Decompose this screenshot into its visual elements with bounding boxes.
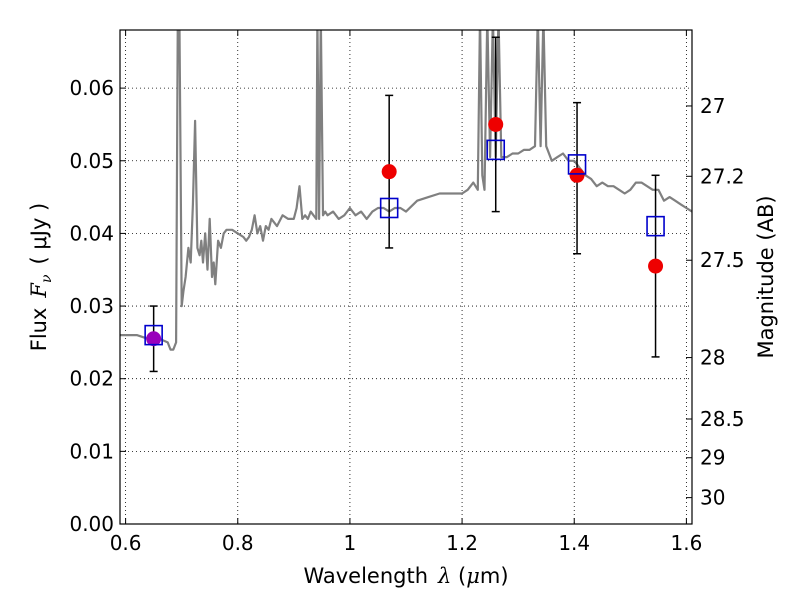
model-point xyxy=(144,324,163,346)
x-tick-label: 1.6 xyxy=(670,531,702,555)
y-tick-label: 0.03 xyxy=(69,294,114,318)
y2-tick-label: 27.5 xyxy=(700,248,745,272)
x-tick-label: 0.6 xyxy=(110,531,142,555)
y2-tick-label: 27.2 xyxy=(700,164,745,188)
observed-point xyxy=(146,331,162,347)
observed-point xyxy=(381,164,397,180)
y-tick-label: 0.05 xyxy=(69,149,114,173)
spectrum-line xyxy=(120,30,692,351)
plot-frame xyxy=(119,29,693,525)
y-tick-label: 0.04 xyxy=(69,221,114,245)
observed-point xyxy=(648,258,664,274)
x-tick-label: 1.4 xyxy=(558,531,590,555)
observed-points xyxy=(146,116,664,347)
model-point xyxy=(379,197,399,219)
x-axis-ticks: 0.6 0.8 1 1.2 1.4 1.6 xyxy=(110,30,702,555)
y2-axis-label: Magnitude (AB) xyxy=(754,195,778,358)
template-spectrum xyxy=(120,30,692,351)
grid-lines xyxy=(120,30,692,525)
y2-tick-label: 27 xyxy=(700,94,725,118)
y2-tick-label: 29 xyxy=(700,446,725,470)
x-tick-label: 1.2 xyxy=(446,531,478,555)
model-point xyxy=(567,154,587,175)
y-tick-label: 0.00 xyxy=(69,512,114,536)
model-points xyxy=(144,139,665,346)
model-point xyxy=(486,139,506,161)
y2-tick-label: 28 xyxy=(700,346,725,370)
y-tick-label: 0.02 xyxy=(69,367,114,391)
model-point xyxy=(646,215,665,237)
observed-point xyxy=(569,167,585,183)
x-tick-label: 0.8 xyxy=(222,531,254,555)
y-tick-label: 0.01 xyxy=(69,439,114,463)
error-bars xyxy=(149,36,660,373)
x-axis-label: Wavelength λ (μm) xyxy=(303,564,508,588)
y-tick-label: 0.06 xyxy=(69,76,114,100)
x-tick-label: 1 xyxy=(344,531,357,555)
y2-tick-label: 30 xyxy=(700,486,725,510)
y2-tick-label: 28.5 xyxy=(700,407,745,431)
y2-axis-ticks: 27 27.2 27.5 28 28.5 29 30 xyxy=(686,94,745,510)
y-axis-label: FluxFν( μJy ) xyxy=(27,203,55,351)
observed-point xyxy=(488,116,504,132)
y-axis-ticks: 0.00 0.01 0.02 0.03 0.04 0.05 0.06 xyxy=(69,76,126,536)
